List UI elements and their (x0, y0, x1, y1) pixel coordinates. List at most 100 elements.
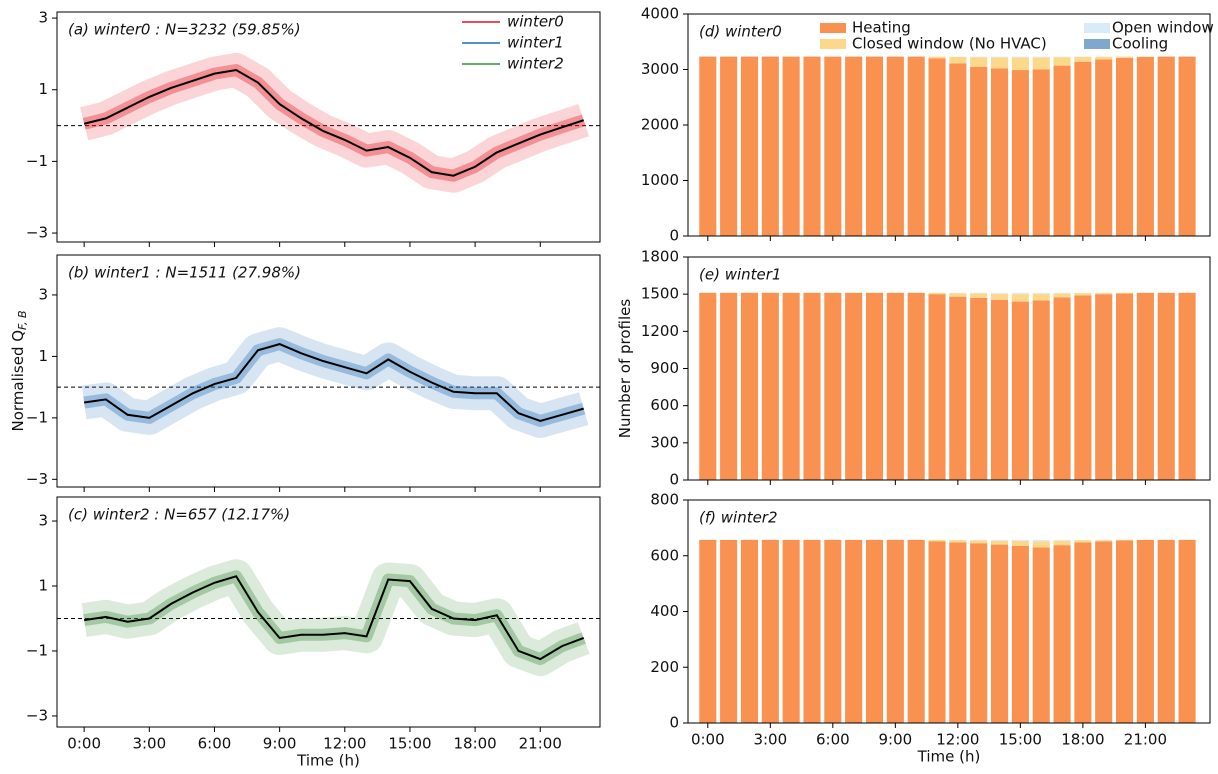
bar-segment (991, 57, 1008, 58)
bar-segment (1095, 541, 1112, 723)
bar-segment (1033, 300, 1050, 480)
y-tick-label: 1800 (641, 248, 679, 266)
bar-segment (1158, 540, 1175, 723)
bar-segment (1033, 293, 1050, 294)
bar-segment (1095, 540, 1112, 541)
legend-label: winter1 (507, 34, 564, 52)
bar-segment (699, 293, 716, 480)
bar-segment (1012, 294, 1029, 301)
y-tick-label: 600 (650, 396, 679, 414)
x-tick-label: 18:00 (453, 735, 496, 753)
legend-label: Closed window (No HVAC) (852, 35, 1047, 53)
bar-segment (970, 298, 987, 480)
bar-segment (928, 540, 945, 541)
bar-segment (1054, 57, 1071, 65)
x-tick-label: 6:00 (198, 735, 232, 753)
bar-segment (866, 57, 883, 236)
plot-area (699, 293, 1195, 480)
bar-segment (741, 57, 758, 236)
panel-title: (a) winter0 : N=3232 (59.85%) (68, 21, 301, 39)
bar-segment (949, 57, 966, 63)
bar-segment (1074, 57, 1091, 62)
bar-segment (1012, 293, 1029, 294)
y-axis-label: Normalised QF, B (9, 310, 30, 431)
bar-segment (1137, 540, 1154, 723)
bar-segment (762, 293, 779, 480)
bar-segment (1074, 295, 1091, 480)
bar-segment (970, 67, 987, 236)
panel-title: (b) winter1 : N=1511 (27.98%) (68, 264, 301, 282)
bar-segment (1033, 70, 1050, 237)
bar-segment (1116, 540, 1133, 541)
bar-segment (908, 293, 925, 480)
bar-segment (1033, 541, 1050, 547)
x-axis-label: Time (h) (296, 752, 360, 770)
x-tick-label: 9:00 (263, 735, 297, 753)
bar-segment (887, 57, 904, 236)
bar-segment (1054, 57, 1071, 58)
bar-segment (928, 58, 945, 236)
x-tick-label: 3:00 (753, 731, 787, 749)
y-tick-label: 2000 (641, 116, 679, 134)
bar-segment (991, 540, 1008, 541)
y-axis-label-main: Normalised Q (9, 330, 27, 432)
bar-segment (845, 57, 862, 236)
panel-title: (d) winter0 (699, 23, 782, 41)
y-tick-label: 300 (650, 433, 679, 451)
bar-segment (1054, 293, 1071, 297)
bar-segment (699, 57, 716, 236)
bar-segment (949, 293, 966, 296)
y-tick-label: 4000 (641, 5, 679, 23)
bar-segment (1179, 57, 1196, 236)
bar-segment (762, 57, 779, 236)
plot-area (57, 576, 600, 659)
legend-swatch (820, 39, 846, 49)
x-axis-label: Time (h) (917, 748, 981, 766)
bar-segment (991, 300, 1008, 480)
y-tick-label: 3 (38, 285, 48, 303)
bar-segment (1116, 540, 1133, 723)
bar-segment (991, 545, 1008, 723)
y-tick-label: 800 (650, 491, 679, 509)
bar-segment (824, 540, 841, 723)
x-tick-label: 12:00 (323, 735, 366, 753)
bar-segment (1074, 62, 1091, 236)
y-axis-label-sub: F, B (16, 310, 29, 329)
bar-segment (1179, 293, 1196, 480)
bar-segment (908, 57, 925, 236)
bar-segment (762, 540, 779, 723)
legend-label: winter0 (507, 13, 564, 31)
bar-segment (1137, 293, 1154, 480)
y-tick-label: 0 (669, 227, 679, 245)
bar-segment (720, 293, 737, 480)
bar-segment (970, 293, 987, 294)
legend-label: winter2 (507, 55, 564, 73)
x-tick-label: 6:00 (816, 731, 850, 749)
bar-segment (824, 57, 841, 236)
y-tick-label: 0 (669, 714, 679, 732)
bar-segment (1074, 540, 1091, 542)
y-tick-label: 3 (38, 9, 48, 27)
legend-swatch (820, 23, 846, 33)
legend-swatch (1084, 39, 1110, 49)
legend-label: Cooling (1112, 35, 1168, 53)
bar-segment (991, 57, 1008, 68)
bar-segment (1033, 294, 1050, 300)
x-tick-label: 18:00 (1061, 731, 1104, 749)
bar-segment (699, 540, 716, 723)
bar-segment (1012, 302, 1029, 480)
bar-segment (1137, 57, 1154, 236)
plot-area (57, 344, 600, 421)
bar-segment (1054, 297, 1071, 480)
y-tick-label: −1 (26, 641, 48, 659)
panel-title: (e) winter1 (699, 266, 781, 284)
bar-segment (1095, 57, 1112, 60)
bar-segment (845, 293, 862, 480)
bar-segment (824, 293, 841, 480)
bar-segment (928, 294, 945, 480)
bar-segment (970, 57, 987, 67)
bar-segment (949, 297, 966, 480)
y-tick-label: 3 (38, 512, 48, 530)
y-tick-label: −3 (26, 224, 48, 242)
